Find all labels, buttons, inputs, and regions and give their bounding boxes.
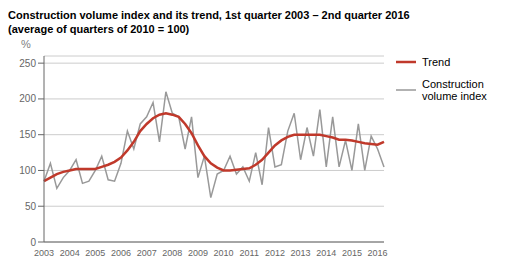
svg-text:2013: 2013 (291, 248, 311, 258)
svg-text:2008: 2008 (162, 248, 182, 258)
html-text:Construction volume index and: Construction volume index and its trend,… (8, 9, 410, 21)
svg-text:50: 50 (25, 201, 37, 212)
html-text:volume index: volume index (422, 90, 487, 102)
svg-text:2011: 2011 (240, 248, 259, 258)
svg-text:150: 150 (19, 129, 36, 140)
html-text:(average of quarters of 2010 =: (average of quarters of 2010 = 100) (8, 23, 190, 35)
html-text:Construction: Construction (422, 78, 484, 90)
svg-text:200: 200 (19, 93, 36, 104)
svg-text:%: % (21, 38, 31, 50)
svg-text:2010: 2010 (214, 248, 234, 258)
svg-text:2003: 2003 (34, 248, 54, 258)
svg-text:2016: 2016 (368, 248, 388, 258)
svg-text:2009: 2009 (188, 248, 208, 258)
svg-text:100: 100 (19, 165, 36, 176)
svg-text:2004: 2004 (60, 248, 80, 258)
svg-text:2015: 2015 (342, 248, 362, 258)
svg-text:2005: 2005 (85, 248, 105, 258)
html-text:Trend: Trend (422, 56, 451, 68)
svg-text:0: 0 (30, 237, 36, 248)
svg-text:2012: 2012 (265, 248, 285, 258)
svg-text:2007: 2007 (137, 248, 157, 258)
svg-text:2014: 2014 (316, 248, 336, 258)
svg-text:2006: 2006 (111, 248, 131, 258)
svg-text:250: 250 (19, 58, 36, 69)
